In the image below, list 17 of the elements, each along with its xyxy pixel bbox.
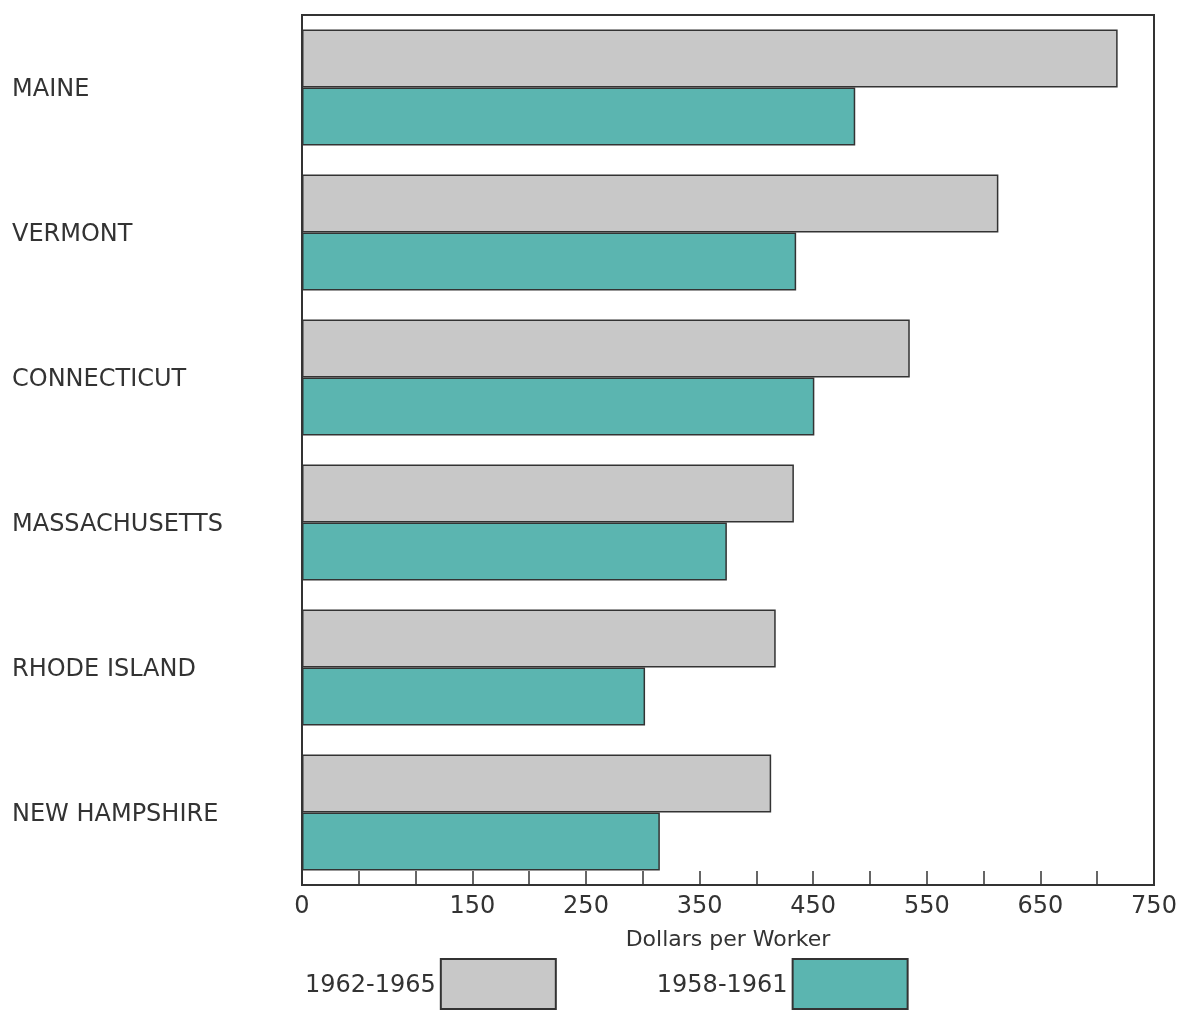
x-tick-label: 450 bbox=[790, 891, 837, 919]
y-tick-label: RHODE ISLAND bbox=[12, 653, 196, 682]
x-tick-label: 350 bbox=[676, 891, 723, 919]
x-tick-label: 550 bbox=[903, 891, 950, 919]
x-tick-label: 250 bbox=[563, 891, 609, 919]
x-tick-label: 650 bbox=[1017, 891, 1064, 919]
legend-label: 1958-1961 bbox=[656, 970, 788, 998]
y-tick-label: CONNECTICUT bbox=[12, 363, 187, 392]
y-tick-label: VERMONT bbox=[12, 218, 133, 247]
x-tick-label: 750 bbox=[1131, 891, 1177, 919]
y-tick-label: NEW HAMPSHIRE bbox=[12, 798, 219, 827]
x-tick-label: 0 bbox=[294, 891, 310, 919]
x-tick-label: 150 bbox=[449, 891, 496, 919]
legend-label: 1962-1965 bbox=[304, 970, 436, 998]
y-tick-label: MASSACHUSETTS bbox=[12, 508, 223, 537]
x-axis-title: Dollars per Worker bbox=[625, 925, 832, 951]
y-tick-label: MAINE bbox=[12, 73, 90, 102]
